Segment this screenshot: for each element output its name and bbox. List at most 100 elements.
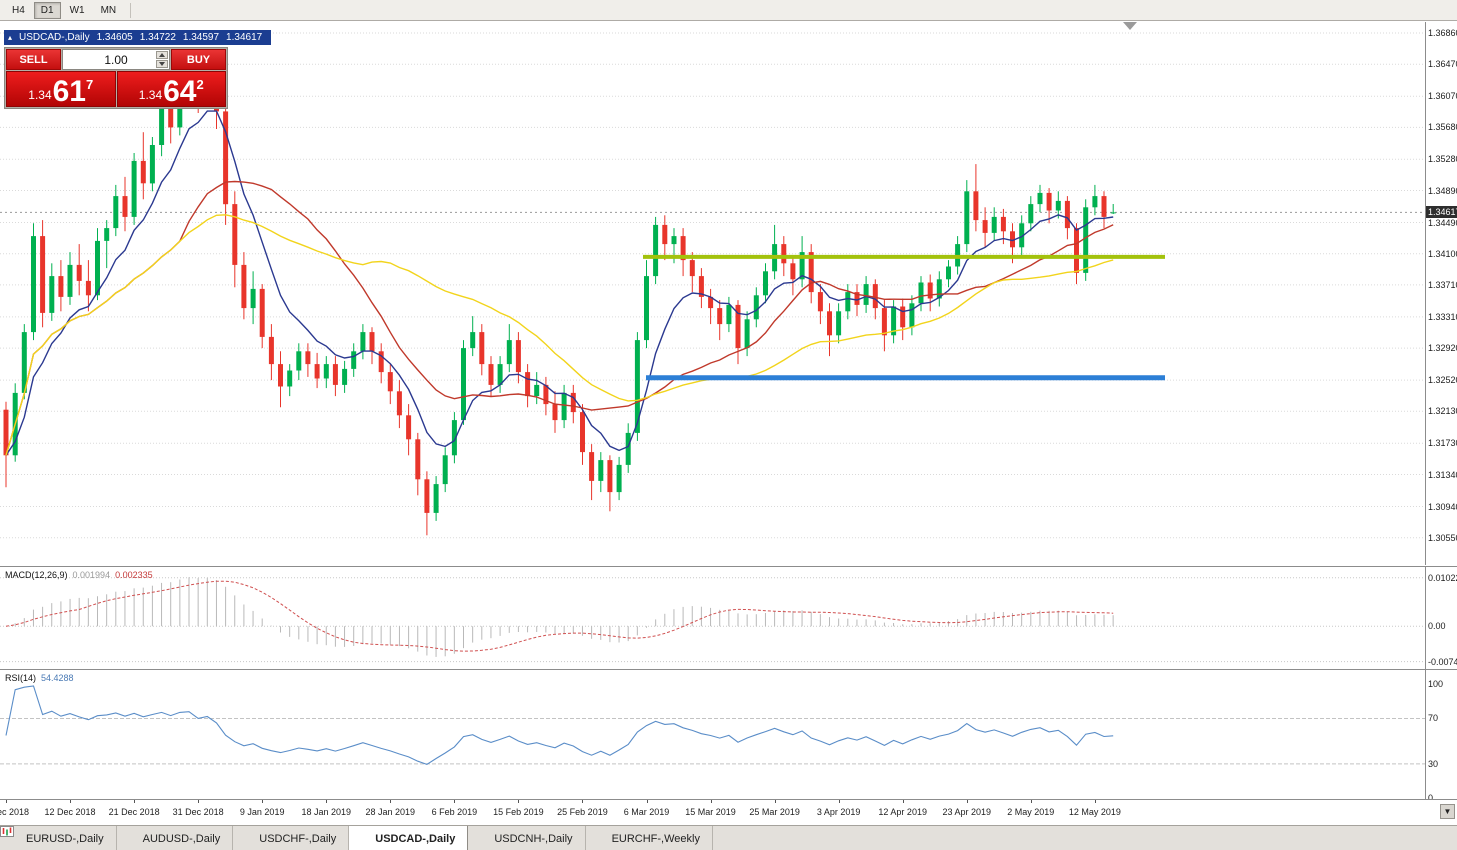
price-scale-label: 1.34490 <box>1428 217 1457 228</box>
date-tick <box>1094 800 1096 803</box>
tab-label: AUDUSD-,Daily <box>142 832 221 845</box>
date-tick <box>390 800 392 803</box>
chart-tab-bar: EURUSD-,Daily AUDUSD-,Daily USDCHF-,Daily U… <box>0 825 1457 850</box>
tab-usdcnh-daily[interactable]: USDCNH-,Daily <box>0 826 586 850</box>
price-chart-panel: 1.34617 1.368601.364701.360701.356801.35… <box>0 22 1457 565</box>
date-tick <box>134 800 136 803</box>
date-label: 21 Dec 2018 <box>108 807 160 817</box>
timeframe-button-d1[interactable]: D1 <box>33 1 61 19</box>
collapse-icon[interactable]: ▴ <box>8 32 13 42</box>
macd-scale-label: -0.00747 <box>1428 656 1457 667</box>
time-axis[interactable]: ▼ 3 Dec 2018 12 Dec 2018 21 Dec 2018 31 Dec… <box>0 799 1457 825</box>
chart-shift-marker <box>1123 22 1137 30</box>
chart-icon <box>0 826 370 844</box>
bid-price-box[interactable]: 1.34 61 7 <box>6 71 116 107</box>
date-label: 25 Feb 2019 <box>557 807 608 817</box>
timeframe-button-h4[interactable]: H4 <box>5 1 32 19</box>
timeframe-button-w1[interactable]: W1 <box>62 1 92 19</box>
rsi-chart[interactable] <box>0 670 1425 799</box>
date-tick <box>710 800 712 803</box>
macd-histogram <box>14 577 1114 657</box>
chart-icon <box>0 826 254 844</box>
macd-scale-label: 0.00 <box>1428 621 1446 632</box>
buy-button[interactable]: BUY <box>171 49 226 70</box>
lot-spinner <box>156 51 168 68</box>
macd-signal-value: 0.002335 <box>115 570 153 580</box>
trend-lines-group <box>643 254 1165 381</box>
rsi-scale-label: 30 <box>1428 758 1439 769</box>
date-label: 18 Jan 2019 <box>301 807 352 817</box>
date-label: 12 May 2019 <box>1068 807 1121 817</box>
tab-audusd-daily[interactable]: AUDUSD-,Daily <box>0 826 234 850</box>
bid-pip-digit: 7 <box>86 77 94 92</box>
price-scale-label: 1.35680 <box>1428 122 1457 133</box>
scroll-down-button[interactable]: ▼ <box>1440 804 1455 819</box>
ohlc-close: 1.34617 <box>226 32 263 43</box>
date-tick <box>198 800 200 803</box>
rsi-name: RSI(14) <box>5 673 37 683</box>
price-scale-label: 1.30550 <box>1428 532 1457 543</box>
date-tick <box>262 800 264 803</box>
chart-symbol: USDCAD-,Daily <box>19 32 90 43</box>
date-label: 31 Dec 2018 <box>172 807 224 817</box>
grid-lines <box>0 32 1425 539</box>
lot-spin-up-button[interactable] <box>156 51 168 59</box>
rsi-value: 54.4288 <box>41 673 74 683</box>
tab-label: EURUSD-,Daily <box>26 832 104 845</box>
tab-label: USDCAD-,Daily <box>375 832 456 845</box>
rsi-scale-label: 100 <box>1428 679 1444 690</box>
lot-size-input[interactable]: 1.00 <box>62 49 170 70</box>
chart-icon <box>0 826 138 844</box>
rsi-scale-label: 70 <box>1428 713 1439 724</box>
date-label: 9 Jan 2019 <box>239 807 285 817</box>
macd-name: MACD(12,26,9) <box>5 570 68 580</box>
macd-scale[interactable]: 0.01022 0.00 -0.00747 <box>1425 567 1457 669</box>
bid-big-digits: 61 <box>52 75 86 108</box>
date-tick <box>646 800 648 803</box>
price-scale-label: 1.36860 <box>1428 27 1457 38</box>
chart-icon <box>0 826 607 844</box>
tab-usdchf-daily[interactable]: USDCHF-,Daily <box>0 826 350 850</box>
price-scale-label: 1.31340 <box>1428 469 1457 480</box>
date-label: 15 Feb 2019 <box>493 807 544 817</box>
price-scale-label: 1.30940 <box>1428 501 1457 512</box>
date-tick <box>774 800 776 803</box>
rsi-indicator-label: RSI(14) 54.4288 <box>5 673 74 683</box>
price-scale-label: 1.36070 <box>1428 91 1457 102</box>
macd-chart[interactable] <box>0 567 1425 669</box>
date-label: 6 Mar 2019 <box>623 807 670 817</box>
date-label: 2 May 2019 <box>1007 807 1055 817</box>
timeframe-toolbar: H4 D1 W1 MN <box>0 0 1457 21</box>
moving-averages-group <box>5 110 1114 456</box>
tab-eurusd-daily[interactable]: EURUSD-,Daily <box>0 826 117 850</box>
rsi-scale-label: 0 <box>1428 792 1434 803</box>
ohlc-low: 1.34597 <box>182 32 220 43</box>
lot-size-value: 1.00 <box>104 52 128 67</box>
macd-scale-label: 0.01022 <box>1428 572 1457 583</box>
tab-eurchf-weekly[interactable]: EURCHF-,Weekly <box>0 826 713 850</box>
macd-panel: 0.01022 0.00 -0.00747 MACD(12,26,9) 0.00199… <box>0 566 1457 669</box>
rsi-scale[interactable]: 100 70 30 0 <box>1425 670 1457 803</box>
bid-prefix: 1.34 <box>28 88 52 102</box>
date-label: 28 Jan 2019 <box>365 807 416 817</box>
price-scale-label: 1.33310 <box>1428 311 1457 322</box>
price-scale[interactable]: 1.34617 1.36860 1.36470 1.36070 1.35680 1.35… <box>1425 22 1457 565</box>
price-scale-label: 1.33710 <box>1428 279 1457 290</box>
ask-price-box[interactable]: 1.34 64 2 <box>116 71 226 107</box>
date-tick <box>518 800 520 803</box>
sell-button[interactable]: SELL <box>6 49 61 70</box>
one-click-trading-panel: SELL 1.00 BUY 1.34 61 7 1.34 <box>4 47 228 109</box>
date-tick <box>582 800 584 803</box>
date-tick <box>902 800 904 803</box>
tab-usdcad-daily[interactable]: USDCAD-,Daily <box>0 826 469 850</box>
price-scale-label: 1.36470 <box>1428 59 1457 70</box>
timeframe-button-mn[interactable]: MN <box>93 1 124 19</box>
tab-label: EURCHF-,Weekly <box>611 832 700 845</box>
date-tick <box>6 800 7 803</box>
lot-spin-down-button[interactable] <box>156 60 168 68</box>
price-scale-label: 1.31730 <box>1428 438 1457 449</box>
candlestick-chart[interactable] <box>0 22 1425 565</box>
tab-label: USDCNH-,Daily <box>494 832 573 845</box>
date-tick <box>454 800 456 803</box>
